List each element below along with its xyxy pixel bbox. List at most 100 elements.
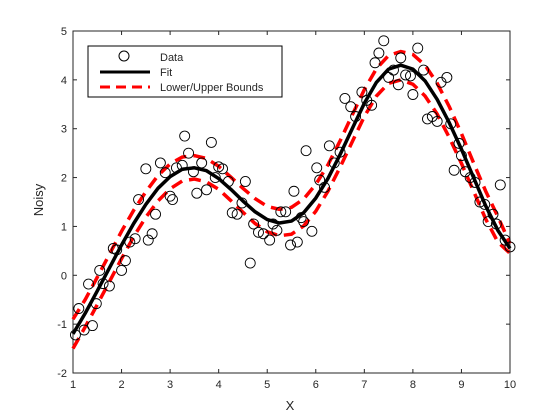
data-point: [445, 118, 457, 130]
x-tick-label: 9: [458, 379, 464, 391]
data-point: [257, 228, 269, 240]
data-point: [392, 79, 404, 91]
legend-label-data: Data: [160, 52, 184, 64]
data-point: [300, 145, 312, 157]
data-point: [86, 320, 98, 332]
data-point: [78, 324, 90, 336]
x-tick-label: 2: [118, 379, 124, 391]
data-point: [328, 157, 340, 169]
data-point: [217, 163, 229, 175]
data-point: [154, 157, 166, 169]
data-point: [378, 35, 390, 47]
data-point: [323, 140, 335, 152]
data-point: [291, 236, 303, 248]
data-point: [339, 92, 351, 104]
data-point: [285, 239, 296, 251]
data-point: [469, 177, 481, 188]
data-point: [222, 176, 234, 187]
data-point: [205, 136, 217, 148]
data-point: [191, 187, 203, 199]
legend-label-bounds: Lower/Upper Bounds: [160, 82, 264, 94]
data-point: [431, 115, 443, 127]
legend-marker-data: [118, 50, 130, 62]
data-point: [319, 181, 330, 193]
data-point: [150, 208, 161, 220]
data-point: [280, 206, 292, 218]
data-point: [366, 99, 378, 111]
data-point: [179, 130, 191, 142]
data-point: [83, 278, 94, 290]
data-point: [306, 225, 318, 237]
data-point: [196, 157, 208, 169]
legend-label-fit: Fit: [160, 67, 172, 79]
x-tick-label: 1: [70, 379, 76, 391]
data-point: [124, 236, 136, 248]
x-tick-label: 4: [216, 379, 222, 391]
data-point: [94, 264, 106, 276]
data-point: [400, 69, 412, 81]
data-point: [455, 150, 467, 162]
data-point: [159, 167, 171, 179]
fit-line: [71, 63, 512, 335]
data-point: [334, 146, 346, 158]
data-point: [142, 234, 154, 246]
data-point: [167, 194, 178, 206]
data-point: [267, 218, 279, 230]
data-point: [116, 264, 128, 276]
data-point: [271, 224, 283, 236]
data-point: [239, 176, 251, 187]
data-point: [236, 197, 248, 209]
data-point: [448, 164, 460, 176]
data-point: [350, 111, 362, 122]
data-point: [73, 303, 85, 314]
y-tick-label: 1: [61, 221, 67, 233]
data-point: [187, 166, 199, 178]
data-point: [264, 234, 276, 246]
x-tick-label: 3: [167, 379, 173, 391]
data-point: [97, 278, 109, 290]
data-point: [170, 162, 182, 174]
data-point: [119, 255, 131, 267]
x-tick-label: 8: [410, 379, 416, 391]
x-tick-label: 10: [504, 379, 516, 391]
y-tick-label: 0: [61, 270, 67, 282]
data-point: [405, 70, 416, 82]
data-point: [356, 86, 368, 98]
legend: Data Fit Lower/Upper Bounds: [87, 45, 283, 98]
data-point: [504, 241, 516, 253]
data-point: [412, 42, 424, 54]
data-point: [183, 147, 195, 159]
data-point: [103, 280, 115, 292]
data-point: [479, 198, 491, 210]
x-tick-label: 7: [361, 379, 367, 391]
data-point: [369, 57, 381, 69]
y-tick-label: 5: [61, 26, 67, 38]
data-point: [226, 207, 238, 219]
x-tick-label: 5: [264, 379, 270, 391]
data-point: [201, 184, 212, 196]
data-point: [407, 89, 419, 100]
y-axis-label: Noisy: [31, 183, 46, 216]
data-point: [490, 218, 502, 230]
data-point: [395, 52, 407, 64]
data-point: [418, 64, 430, 76]
data-point: [453, 137, 465, 149]
data-point: [209, 172, 221, 184]
y-tick-label: 4: [61, 75, 67, 87]
data-point: [373, 47, 385, 59]
upper-bound-line: [71, 49, 512, 321]
data-point: [275, 206, 287, 218]
data-point: [487, 208, 499, 220]
data-point: [133, 194, 145, 206]
data-point: [311, 162, 323, 174]
data-point: [345, 101, 357, 113]
data-point: [244, 257, 256, 269]
data-point: [146, 228, 158, 240]
data-point: [441, 71, 453, 83]
data-point: [69, 329, 81, 341]
data-point: [288, 185, 300, 197]
data-point: [248, 218, 260, 230]
data-point: [253, 226, 264, 238]
y-tick-label: 2: [61, 173, 67, 185]
